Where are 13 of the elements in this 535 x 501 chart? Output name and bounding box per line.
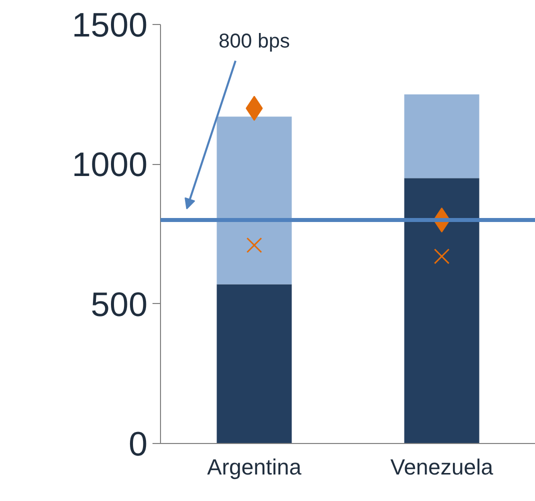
- point: [246, 237, 262, 253]
- bar: [216, 284, 292, 444]
- point: [434, 248, 450, 264]
- bar: [404, 94, 480, 178]
- y-tick-label: 1500: [72, 6, 148, 44]
- y-tick-label: 0: [128, 426, 148, 464]
- x-tick-label: Argentina: [207, 454, 302, 480]
- y-tick-label: 1000: [72, 146, 148, 184]
- x-tick-label: Venezuela: [390, 454, 494, 480]
- y-tick-label: 500: [90, 286, 148, 324]
- bar: [404, 178, 480, 444]
- annotation: 800 bps: [218, 30, 290, 52]
- bar: [216, 116, 292, 284]
